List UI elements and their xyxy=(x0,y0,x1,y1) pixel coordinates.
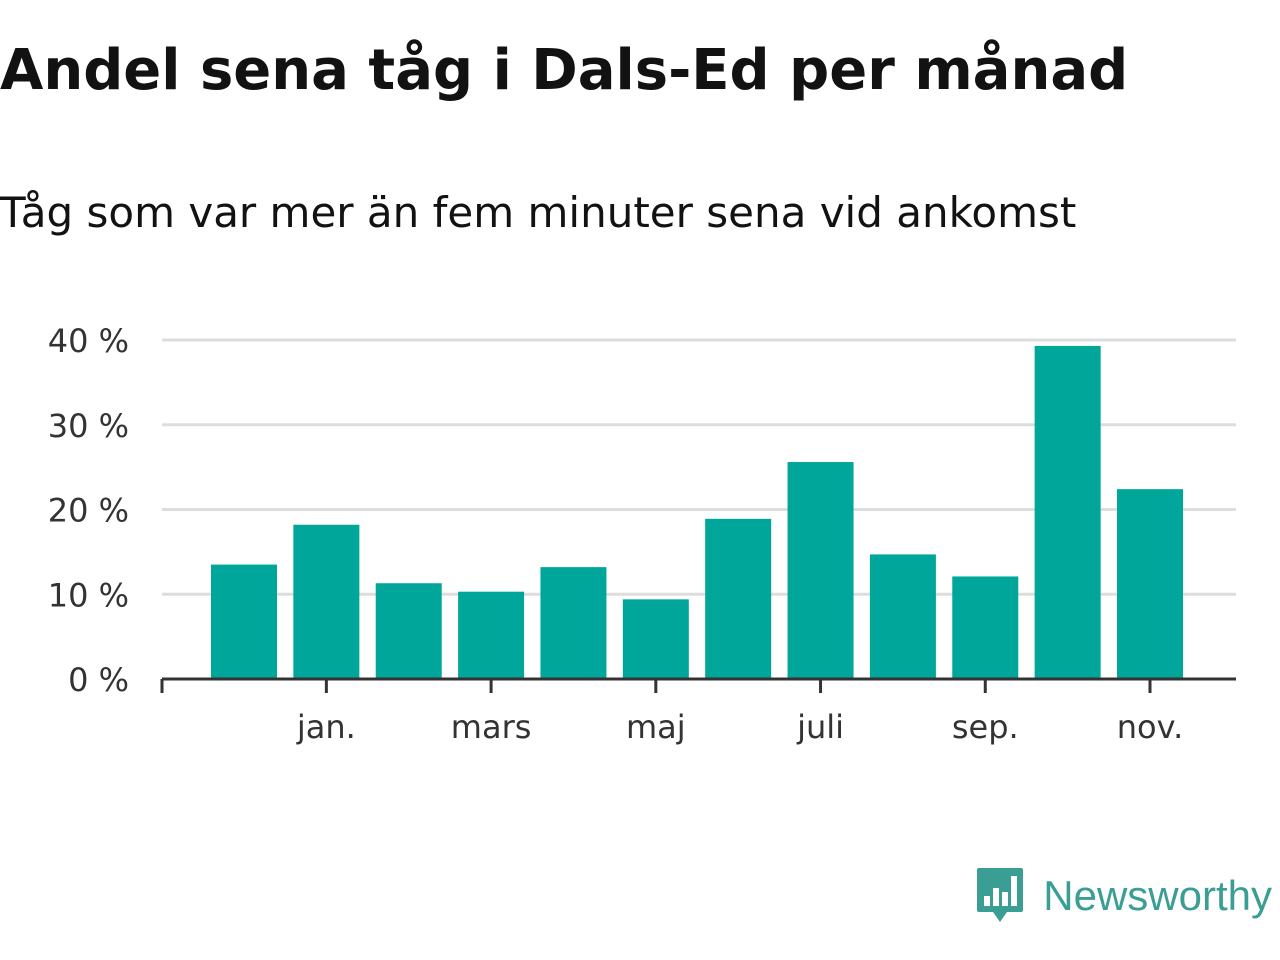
x-tick-label: juli xyxy=(796,708,844,746)
y-tick-label: 10 % xyxy=(48,576,129,614)
x-tick-label: mars xyxy=(451,708,532,746)
chart-subtitle: Tåg som var mer än fem minuter sena vid … xyxy=(0,188,1077,237)
x-tick-label: sep. xyxy=(952,708,1019,746)
bar-chart-speech-bubble-icon xyxy=(977,868,1024,922)
y-tick-label: 20 % xyxy=(48,492,129,530)
x-axis-labels: jan. mars maj juli sep. nov. xyxy=(296,708,1183,746)
x-tick-label: jan. xyxy=(296,708,356,746)
y-tick-label: 40 % xyxy=(48,322,129,360)
bar-dec xyxy=(211,564,277,679)
bar-mars xyxy=(458,591,525,679)
x-tick-label: maj xyxy=(626,708,686,746)
bar-juni xyxy=(705,518,772,679)
bar-aug xyxy=(869,554,936,679)
bar-jan xyxy=(293,524,360,679)
x-tick-label: nov. xyxy=(1117,708,1183,746)
bar-feb xyxy=(375,583,442,679)
bar-juli xyxy=(787,462,854,679)
y-tick-label: 0 % xyxy=(68,661,129,699)
chart-title: Andel sena tåg i Dals-Ed per månad xyxy=(0,38,1129,103)
x-axis xyxy=(160,677,1236,693)
bar-okt xyxy=(1034,345,1101,679)
newsworthy-logo: Newsworthy xyxy=(975,866,1272,926)
bars xyxy=(211,345,1183,679)
y-axis-labels: 0 % 10 % 20 % 30 % 40 % xyxy=(48,322,129,699)
bar-nov xyxy=(1117,489,1183,679)
brand-name: Newsworthy xyxy=(1043,872,1272,919)
bar-maj xyxy=(622,599,689,679)
bar-apr xyxy=(540,567,607,679)
bar-sep xyxy=(952,576,1019,679)
y-tick-label: 30 % xyxy=(48,407,129,445)
